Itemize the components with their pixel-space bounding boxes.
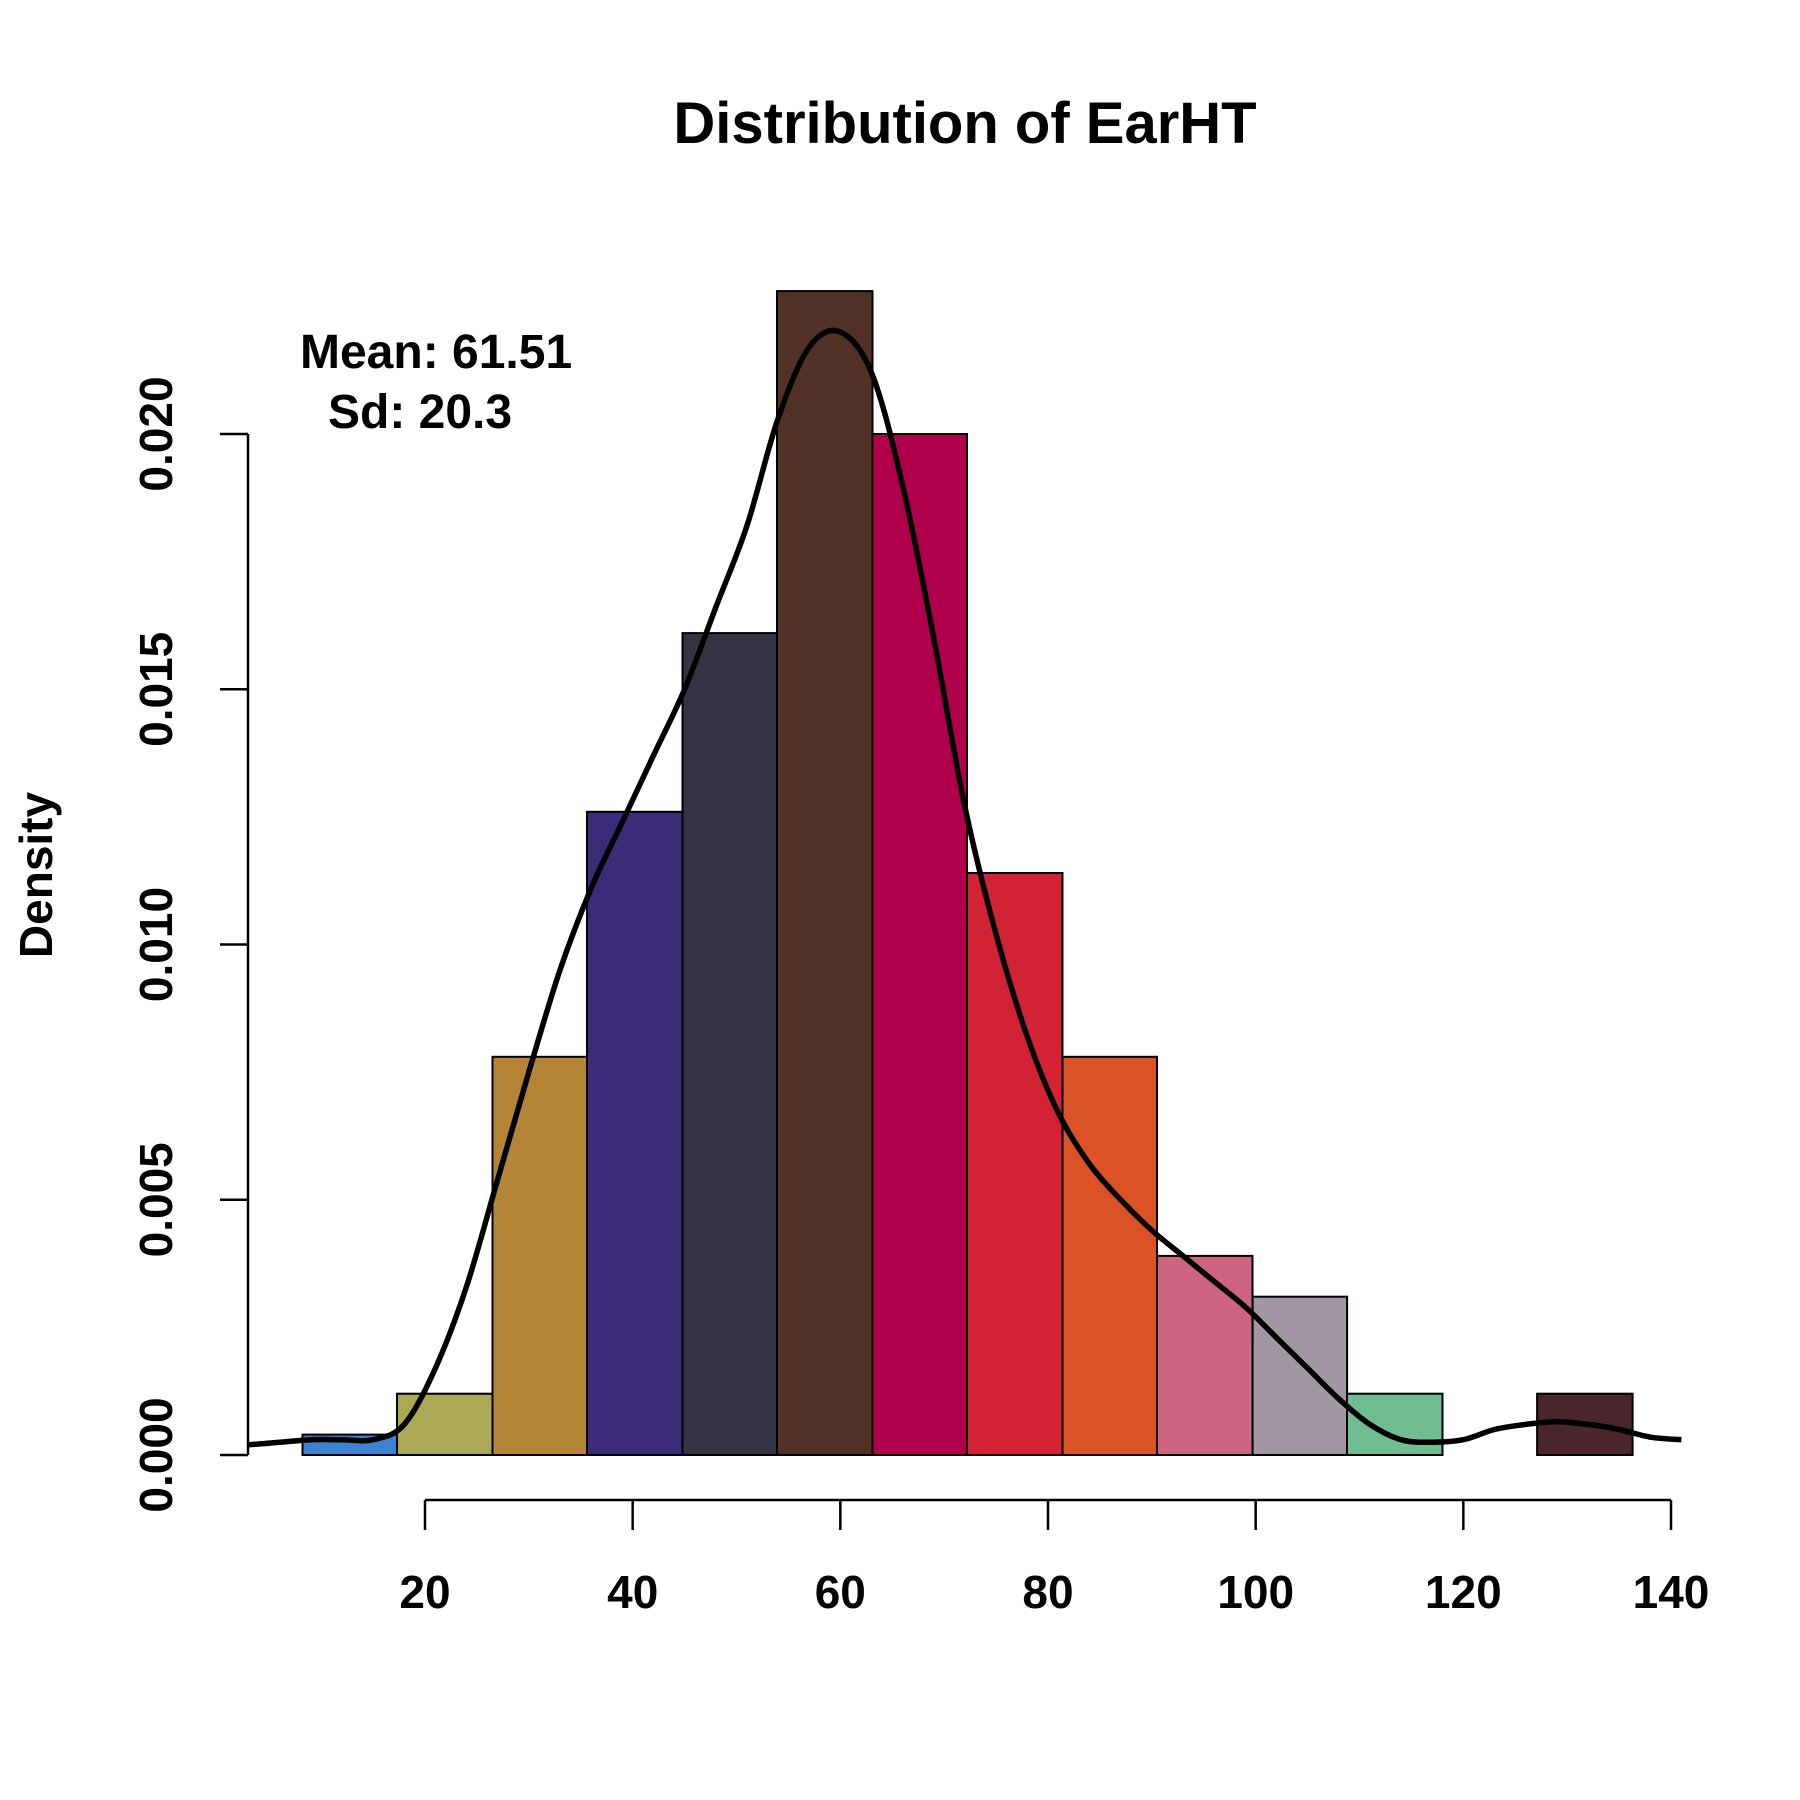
histogram-bar-6 <box>871 433 968 1456</box>
y-axis-label: Density <box>10 792 62 959</box>
y-tick-label: 0.015 <box>130 632 182 747</box>
y-tick-label: 0.005 <box>130 1142 182 1257</box>
y-tick-label: 0.000 <box>130 1397 182 1512</box>
density-curve-layer <box>248 327 1682 1448</box>
y-axis: 0.000 0.005 0.010 0.015 0.020 <box>130 376 250 1513</box>
histogram-bar-8 <box>1061 1055 1158 1457</box>
chart-title: Distribution of EarHT <box>673 91 1256 156</box>
x-tick-label: 120 <box>1425 1566 1502 1618</box>
histogram-bar-9 <box>1156 1254 1254 1457</box>
x-tick-label: 100 <box>1217 1566 1294 1618</box>
density-curve <box>248 327 1682 1448</box>
histogram-bar-5 <box>776 290 874 1457</box>
histogram-bar-2 <box>491 1055 588 1457</box>
y-tick-label: 0.020 <box>130 376 182 491</box>
x-tick-label: 20 <box>399 1566 450 1618</box>
histogram-bars <box>301 290 1634 1457</box>
histogram-bar-10 <box>1251 1295 1349 1456</box>
mean-annotation: Mean: 61.51 <box>300 326 572 379</box>
sd-annotation: Sd: 20.3 <box>328 386 512 439</box>
x-tick-label: 140 <box>1633 1566 1710 1618</box>
histogram-bar-7 <box>966 872 1064 1456</box>
histogram-bar-4 <box>681 632 778 1456</box>
x-tick-label: 60 <box>815 1566 866 1618</box>
histogram-bar-11 <box>1346 1392 1444 1456</box>
y-tick-label: 0.010 <box>130 887 182 1002</box>
histogram-bar-1 <box>396 1392 494 1456</box>
x-tick-label: 80 <box>1022 1566 1073 1618</box>
x-tick-label: 40 <box>607 1566 658 1618</box>
x-axis: 20 40 60 80 100 120 140 <box>399 1498 1710 1618</box>
histogram-bar-3 <box>586 810 684 1456</box>
